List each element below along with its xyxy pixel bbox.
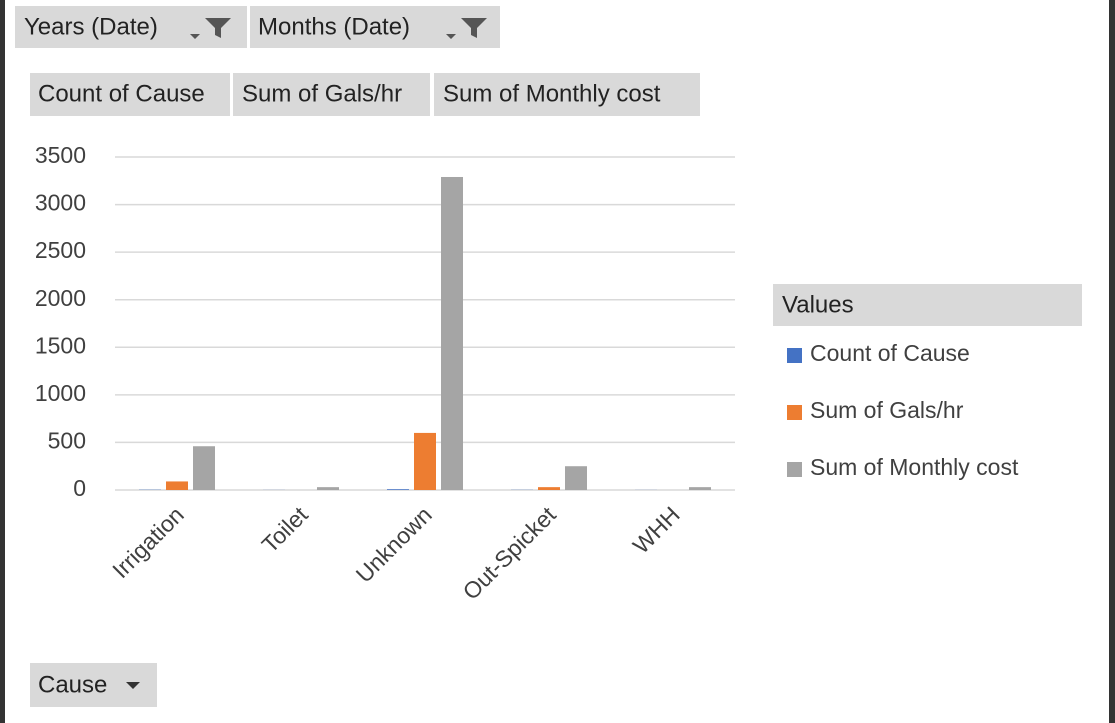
button-bg (15, 6, 247, 48)
bar (317, 487, 339, 490)
bar (689, 487, 711, 490)
button-bg (434, 73, 700, 116)
button-label: Years (Date) (24, 13, 158, 40)
right-border (1109, 0, 1115, 723)
filter-button[interactable]: Months (Date) (250, 6, 500, 48)
left-border (0, 0, 5, 723)
button-label: Sum of Monthly cost (443, 80, 661, 107)
bar (441, 176, 463, 491)
button-label: Sum of Gals/hr (242, 80, 402, 107)
filter-icon (446, 18, 487, 39)
y-tick-label: 2000 (35, 285, 86, 311)
filter-button[interactable]: Years (Date) (15, 6, 247, 48)
bar (565, 466, 587, 490)
legend-label: Count of Cause (810, 340, 970, 366)
button-label: Cause (38, 671, 107, 698)
legend-label: Sum of Monthly cost (810, 454, 1019, 480)
legend-swatch (787, 348, 802, 363)
button-bg (250, 6, 500, 48)
bar (387, 489, 409, 490)
bar (166, 481, 188, 490)
y-tick-label: 500 (48, 428, 86, 454)
button-bg (30, 73, 230, 116)
bar (193, 446, 215, 490)
legend-title: Values (782, 291, 854, 318)
axis-field-button[interactable]: Cause (30, 663, 157, 707)
bar (414, 432, 436, 490)
y-tick-label: 3000 (35, 190, 86, 216)
legend-swatch (787, 462, 802, 477)
legend-header (773, 284, 1082, 326)
filter-icon (190, 18, 231, 39)
y-tick-label: 3500 (35, 142, 86, 168)
y-tick-label: 2500 (35, 237, 86, 263)
y-tick-label: 1000 (35, 380, 86, 406)
legend-swatch (787, 405, 802, 420)
y-tick-label: 0 (73, 475, 86, 501)
dropdown-icon (126, 682, 140, 689)
button-bg (233, 73, 430, 116)
value-button[interactable]: Sum of Gals/hr (233, 73, 430, 116)
bar (538, 487, 560, 490)
legend-label: Sum of Gals/hr (810, 397, 964, 423)
value-button[interactable]: Sum of Monthly cost (434, 73, 700, 116)
button-label: Count of Cause (38, 80, 205, 107)
button-label: Months (Date) (258, 13, 410, 40)
y-tick-label: 1500 (35, 332, 86, 358)
value-button[interactable]: Count of Cause (30, 73, 230, 116)
